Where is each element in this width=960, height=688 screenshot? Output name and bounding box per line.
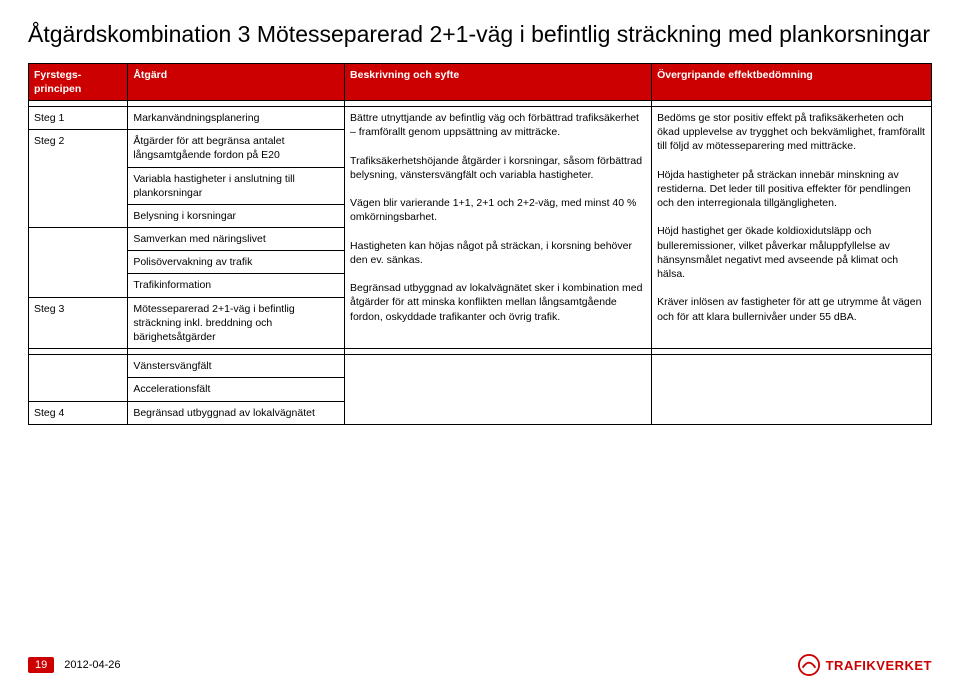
- action-cell: Begränsad utbyggnad av lokalvägnätet: [128, 401, 345, 424]
- brand-logo: TRAFIKVERKET: [798, 654, 932, 676]
- eff-para: Kräver inlösen av fastigheter för att ge…: [657, 295, 926, 323]
- action-cell: Belysning i korsningar: [128, 204, 345, 227]
- description-cell: Bättre utnyttjande av befintlig väg och …: [345, 107, 652, 349]
- page-title: Åtgärdskombination 3 Mötesseparerad 2+1-…: [28, 20, 932, 49]
- action-cell: Vänstersvängfält: [128, 355, 345, 378]
- table-row: Steg 1 Markanvändningsplanering Bättre u…: [29, 107, 932, 130]
- action-cell: Åtgärder för att begränsa antalet långsa…: [128, 130, 345, 167]
- action-cell: Accelerationsfält: [128, 378, 345, 401]
- col-header-description: Beskrivning och syfte: [345, 63, 652, 100]
- table-header-row: Fyrstegs-principen Åtgärd Beskrivning oc…: [29, 63, 932, 100]
- main-table: Fyrstegs-principen Åtgärd Beskrivning oc…: [28, 63, 932, 425]
- step-cell: Steg 4: [29, 401, 128, 424]
- col-header-principle: Fyrstegs-principen: [29, 63, 128, 100]
- description-cell-empty: [345, 355, 652, 425]
- brand-name: TRAFIKVERKET: [826, 658, 932, 673]
- eff-para: Höjd hastighet ger ökade koldioxidutsläp…: [657, 224, 926, 281]
- step-cell: Steg 2: [29, 130, 128, 228]
- page-footer: 19 2012-04-26 TRAFIKVERKET: [0, 654, 960, 676]
- desc-para: Begränsad utbyggnad av lokalvägnätet ske…: [350, 281, 646, 324]
- action-cell: Samverkan med näringslivet: [128, 228, 345, 251]
- action-cell: Markanvändningsplanering: [128, 107, 345, 130]
- eff-para: Höjda hastigheter på sträckan innebär mi…: [657, 168, 926, 211]
- desc-para: Trafiksäkerhetshöjande åtgärder i korsni…: [350, 154, 646, 182]
- effect-cell-empty: [652, 355, 932, 425]
- footer-left: 19 2012-04-26: [28, 657, 121, 673]
- action-cell: Mötesseparerad 2+1-väg i befintlig sträc…: [128, 297, 345, 349]
- action-cell: Polisövervakning av trafik: [128, 251, 345, 274]
- step-cell: Steg 3: [29, 297, 128, 349]
- col-header-action: Åtgärd: [128, 63, 345, 100]
- desc-para: Bättre utnyttjande av befintlig väg och …: [350, 111, 646, 139]
- eff-para: Bedöms ge stor positiv effekt på trafiks…: [657, 111, 926, 154]
- action-cell: Trafikinformation: [128, 274, 345, 297]
- col-header-effect: Övergripande effektbedömning: [652, 63, 932, 100]
- table-row: Vänstersvängfält: [29, 355, 932, 378]
- step-cell-empty: [29, 355, 128, 401]
- trafikverket-icon: [798, 654, 820, 676]
- action-cell: Variabla hastigheter i anslutning till p…: [128, 167, 345, 204]
- page-number-badge: 19: [28, 657, 54, 673]
- desc-para: Vägen blir varierande 1+1, 2+1 och 2+2-v…: [350, 196, 646, 224]
- step-cell-empty: [29, 228, 128, 298]
- effect-cell: Bedöms ge stor positiv effekt på trafiks…: [652, 107, 932, 349]
- step-cell: Steg 1: [29, 107, 128, 130]
- footer-date: 2012-04-26: [64, 659, 120, 671]
- desc-para: Hastigheten kan höjas något på sträckan,…: [350, 239, 646, 267]
